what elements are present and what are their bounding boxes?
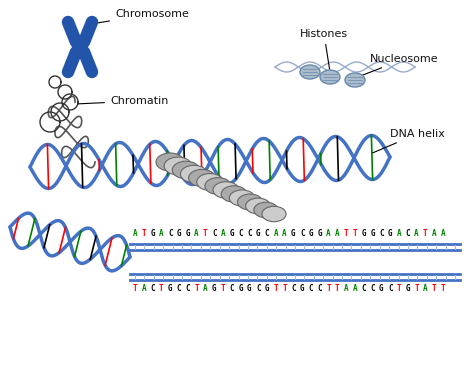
- Text: G: G: [379, 284, 384, 293]
- Text: T: T: [397, 284, 401, 293]
- Ellipse shape: [246, 198, 270, 214]
- Text: A: A: [326, 229, 331, 238]
- Text: T: T: [335, 284, 340, 293]
- Text: C: C: [379, 229, 384, 238]
- Text: A: A: [441, 229, 445, 238]
- Text: C: C: [405, 229, 410, 238]
- Ellipse shape: [189, 169, 215, 187]
- Text: T: T: [432, 284, 437, 293]
- Text: T: T: [414, 284, 419, 293]
- Text: G: G: [168, 284, 173, 293]
- Text: C: C: [238, 229, 243, 238]
- Text: T: T: [194, 284, 199, 293]
- Text: A: A: [432, 229, 437, 238]
- Text: C: C: [247, 229, 252, 238]
- Ellipse shape: [300, 65, 320, 79]
- Text: T: T: [221, 284, 225, 293]
- Ellipse shape: [73, 42, 87, 52]
- Ellipse shape: [237, 194, 263, 210]
- Text: A: A: [423, 284, 428, 293]
- Text: C: C: [256, 284, 261, 293]
- Text: A: A: [203, 284, 208, 293]
- Text: A: A: [335, 229, 340, 238]
- Text: A: A: [283, 229, 287, 238]
- Text: G: G: [300, 284, 304, 293]
- Text: G: G: [291, 229, 296, 238]
- Ellipse shape: [164, 157, 192, 175]
- Text: G: G: [229, 229, 234, 238]
- Text: C: C: [388, 284, 392, 293]
- Text: C: C: [300, 229, 304, 238]
- Ellipse shape: [205, 177, 231, 195]
- Text: A: A: [141, 284, 146, 293]
- Text: G: G: [238, 284, 243, 293]
- Text: C: C: [177, 284, 182, 293]
- Ellipse shape: [320, 70, 340, 84]
- Text: A: A: [133, 229, 137, 238]
- Text: C: C: [212, 229, 217, 238]
- Ellipse shape: [197, 173, 223, 190]
- Text: T: T: [353, 229, 357, 238]
- Ellipse shape: [254, 202, 278, 218]
- Text: T: T: [441, 284, 445, 293]
- Text: A: A: [353, 284, 357, 293]
- Text: G: G: [370, 229, 375, 238]
- Text: Chromosome: Chromosome: [88, 9, 189, 25]
- Text: A: A: [159, 229, 164, 238]
- Text: G: G: [264, 284, 269, 293]
- Text: G: G: [388, 229, 392, 238]
- Text: Chromatin: Chromatin: [78, 96, 168, 106]
- Text: C: C: [309, 284, 313, 293]
- Text: G: G: [177, 229, 182, 238]
- Text: A: A: [273, 229, 278, 238]
- Ellipse shape: [345, 73, 365, 87]
- Text: T: T: [283, 284, 287, 293]
- Text: T: T: [326, 284, 331, 293]
- Ellipse shape: [181, 165, 208, 183]
- Text: C: C: [291, 284, 296, 293]
- Text: G: G: [362, 229, 366, 238]
- Text: G: G: [318, 229, 322, 238]
- Text: A: A: [344, 284, 348, 293]
- Text: T: T: [133, 284, 137, 293]
- Text: C: C: [185, 284, 190, 293]
- Text: T: T: [203, 229, 208, 238]
- Text: G: G: [150, 229, 155, 238]
- Text: G: G: [405, 284, 410, 293]
- Text: C: C: [229, 284, 234, 293]
- Text: A: A: [194, 229, 199, 238]
- Text: DNA helix: DNA helix: [373, 129, 445, 153]
- Text: A: A: [414, 229, 419, 238]
- Text: T: T: [141, 229, 146, 238]
- Text: G: G: [309, 229, 313, 238]
- Text: C: C: [150, 284, 155, 293]
- Ellipse shape: [156, 153, 184, 171]
- Text: T: T: [159, 284, 164, 293]
- Text: A: A: [221, 229, 225, 238]
- Text: T: T: [423, 229, 428, 238]
- Ellipse shape: [221, 186, 247, 202]
- Text: C: C: [318, 284, 322, 293]
- Text: C: C: [168, 229, 173, 238]
- Ellipse shape: [262, 206, 286, 222]
- Text: C: C: [362, 284, 366, 293]
- Text: G: G: [185, 229, 190, 238]
- Text: Nucleosome: Nucleosome: [353, 54, 438, 79]
- Text: G: G: [212, 284, 217, 293]
- Ellipse shape: [213, 182, 239, 198]
- Text: Histones: Histones: [300, 29, 348, 69]
- Text: A: A: [397, 229, 401, 238]
- Ellipse shape: [229, 190, 255, 206]
- Text: C: C: [370, 284, 375, 293]
- Text: T: T: [273, 284, 278, 293]
- Text: T: T: [344, 229, 348, 238]
- Ellipse shape: [173, 161, 200, 179]
- Text: G: G: [256, 229, 261, 238]
- Text: C: C: [264, 229, 269, 238]
- Text: G: G: [247, 284, 252, 293]
